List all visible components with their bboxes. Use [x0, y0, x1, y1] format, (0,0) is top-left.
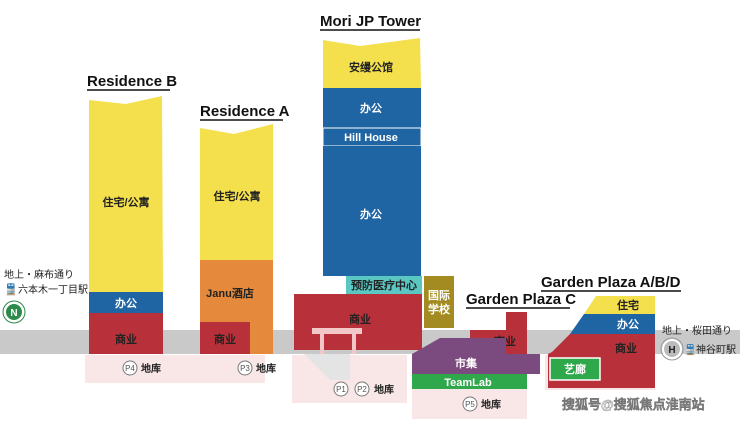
right-station-street: 地上・桜田通り [662, 324, 732, 337]
svg-text:P3: P3 [240, 364, 250, 373]
parking-p2: P2 地库 [354, 381, 394, 397]
gallery [549, 357, 601, 381]
residence-a-retail [200, 322, 250, 354]
residence-a-retail-label: 商业 [214, 332, 236, 346]
school-label-line2: 学校 [428, 302, 451, 316]
svg-text:P4: P4 [125, 364, 135, 373]
svg-text:地库: 地库 [141, 362, 161, 375]
garden-plaza-abd-retail-label: 商业 [615, 341, 637, 355]
mori-tower-aman-label: 安缦公馆 [349, 60, 393, 74]
residence-a-residential-label: 住宅/公寓 [213, 189, 260, 203]
residence-b-residential [89, 96, 163, 292]
garden-plaza-abd-office [570, 314, 655, 334]
mori-tower-office-lower [323, 146, 421, 276]
svg-text:P2: P2 [357, 385, 367, 394]
residence-b-office [89, 292, 163, 313]
left-station-badge-letter: N [10, 308, 17, 319]
basement-strip-left [85, 355, 265, 383]
train-icon-right: 🚆 [684, 343, 696, 356]
residence-a-title: Residence A [200, 103, 290, 120]
school-label-line1: 国际 [428, 288, 450, 302]
mori-tower-medical [346, 276, 422, 294]
residence-a-hotel [200, 260, 273, 322]
plaza-stairs [304, 354, 350, 380]
mori-tower-hill-house-label: Hill House [344, 132, 398, 144]
svg-text:地库: 地库 [481, 398, 501, 411]
parking-p3: P3 地库 [237, 360, 276, 376]
residence-a-hotel-lower [250, 322, 273, 354]
garden-plaza-abd-title: Garden Plaza A/B/D [541, 274, 681, 291]
watermark: 搜狐号@搜狐焦点淮南站 [562, 397, 705, 412]
mori-tower-retail [294, 294, 422, 350]
garden-plaza-c-title: Garden Plaza C [466, 291, 576, 308]
mori-tower-retail-label: 商业 [349, 312, 371, 326]
residence-b-retail [89, 313, 163, 354]
gallery-label: 艺廊 [564, 362, 586, 376]
residence-b-office-label: 办公 [115, 296, 137, 310]
parking-p1: P1 [333, 381, 349, 397]
mori-tower-aman [323, 38, 421, 88]
mori-tower-title: Mori JP Tower [320, 13, 421, 30]
market-label: 市集 [455, 356, 478, 370]
left-station-name: 六本木一丁目駅 [18, 283, 88, 296]
teamlab [412, 374, 527, 389]
market [412, 338, 540, 374]
international-school [424, 276, 454, 328]
train-icon-left: 🚆 [4, 283, 18, 296]
residence-a-residential [200, 124, 273, 260]
svg-text:地库: 地库 [374, 383, 394, 396]
residence-b-retail-label: 商业 [115, 332, 137, 346]
parking-p4: P4 地库 [122, 360, 161, 376]
parking-p5: P5 地库 [462, 396, 501, 412]
right-station-badge[interactable] [662, 339, 682, 359]
mori-tower-medical-label: 预防医疗中心 [351, 278, 417, 292]
plaza-canopy [312, 328, 362, 334]
mori-tower-office-upper [323, 88, 421, 128]
residence-b-title: Residence B [87, 73, 177, 90]
garden-plaza-abd-residential [584, 296, 655, 314]
mori-tower-office-upper-label: 办公 [360, 101, 382, 115]
residence-a-hotel-label: Janu酒店 [206, 286, 254, 300]
left-station-street: 地上・麻布通り [4, 268, 74, 281]
svg-text:地库: 地库 [256, 362, 276, 375]
right-station-name: 神谷町駅 [696, 343, 736, 356]
left-station-badge[interactable] [4, 302, 24, 322]
teamlab-label: TeamLab [444, 377, 492, 389]
residence-b-residential-label: 住宅/公寓 [102, 195, 149, 209]
garden-plaza-abd-office-label: 办公 [617, 317, 639, 331]
mori-tower-office-lower-label: 办公 [360, 207, 382, 221]
garden-plaza-abd-residential-label: 住宅 [617, 298, 639, 312]
svg-text:P1: P1 [336, 385, 346, 394]
svg-text:P5: P5 [465, 400, 475, 409]
right-station-badge-letter: H [668, 345, 675, 356]
